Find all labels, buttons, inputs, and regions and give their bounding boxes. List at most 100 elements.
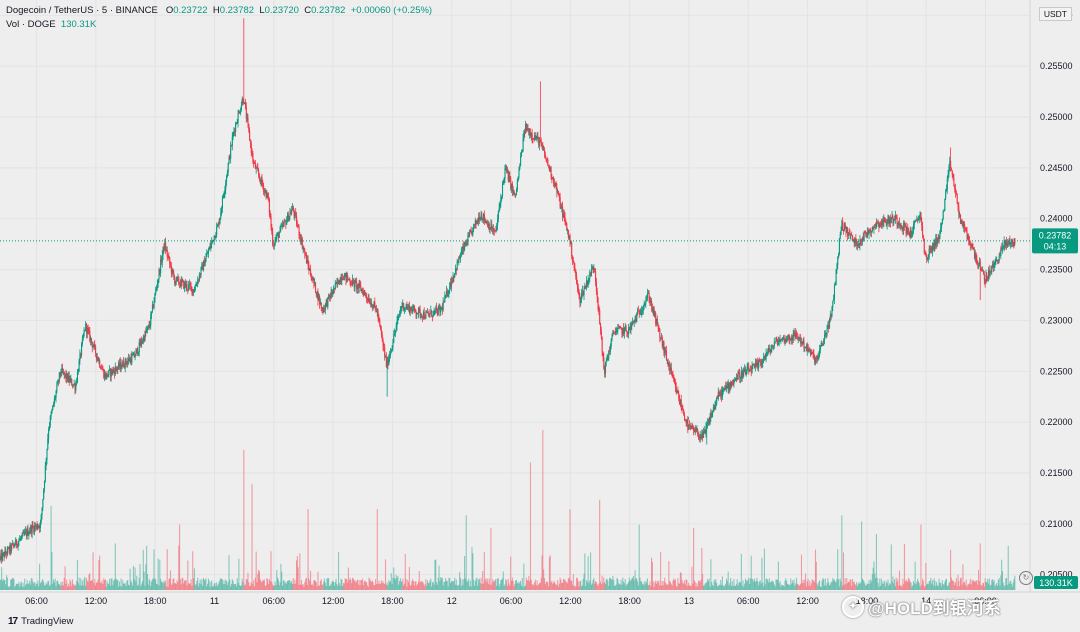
candle: [588, 277, 590, 285]
candle-body: [969, 240, 971, 245]
candle: [399, 310, 401, 318]
candle-body: [219, 217, 221, 225]
candle: [142, 338, 144, 345]
candle-body: [473, 224, 476, 226]
candle-body: [230, 145, 233, 147]
volume-bar: [484, 579, 486, 590]
candle-body: [788, 334, 790, 339]
candle-body: [333, 287, 336, 289]
volume-bar: [579, 581, 581, 590]
candle-body: [371, 307, 373, 308]
candle-body: [795, 332, 797, 338]
candle: [800, 333, 802, 347]
volume-bar: [618, 582, 620, 590]
volume-bar: [313, 580, 315, 590]
candle-body: [901, 227, 903, 230]
volume-bar: [908, 579, 910, 590]
candle: [744, 364, 746, 373]
candle: [16, 543, 18, 548]
candle-body: [499, 203, 501, 208]
volume-bar: [580, 580, 582, 590]
candle-body: [713, 407, 715, 409]
volume-bar: [552, 583, 554, 590]
candle: [741, 369, 743, 382]
volume-bar: [529, 580, 531, 590]
candle: [167, 254, 169, 259]
candle-body: [530, 133, 532, 137]
candle: [113, 367, 116, 379]
candle: [224, 185, 226, 199]
volume-bar: [295, 560, 298, 590]
candle: [33, 525, 35, 535]
candle-body: [10, 544, 12, 551]
volume-bar: [991, 579, 993, 590]
candle: [552, 177, 554, 180]
candle-body: [1006, 243, 1009, 247]
candle: [489, 227, 491, 234]
volume-bar: [365, 581, 367, 590]
candle: [25, 526, 27, 535]
candle-body: [814, 358, 817, 363]
volume-bar: [80, 578, 82, 590]
volume-bar: [960, 577, 962, 590]
candle-body: [899, 224, 901, 227]
candle: [598, 304, 600, 315]
volume-bar: [590, 584, 592, 590]
candles[interactable]: [0, 18, 1016, 564]
candle: [525, 123, 527, 133]
volume-bar: [360, 580, 362, 590]
volume-bar: [951, 580, 953, 590]
candle: [347, 272, 349, 282]
candle: [384, 343, 386, 361]
candle-body: [567, 230, 569, 231]
volume-bar: [691, 566, 693, 590]
candle: [1009, 235, 1011, 247]
candle-body: [422, 311, 424, 318]
volume-bar: [873, 561, 875, 590]
candle-body: [504, 168, 506, 179]
candle: [805, 343, 808, 352]
candle: [1002, 245, 1004, 250]
volume-bar: [552, 582, 555, 590]
volume-bar: [520, 580, 522, 590]
volume-bar: [301, 585, 303, 590]
candle-body: [673, 376, 675, 382]
candle-body: [832, 300, 834, 307]
candle-body: [483, 214, 485, 221]
candle: [359, 279, 361, 288]
volume-bar: [530, 579, 532, 590]
volume-bar: [275, 585, 277, 590]
candle: [778, 337, 780, 347]
candle-body: [435, 307, 437, 310]
candle-body: [749, 369, 751, 372]
volume-bar: [83, 578, 85, 590]
candle: [771, 344, 773, 353]
candle: [57, 379, 59, 385]
volume-bar: [234, 584, 236, 590]
candle: [833, 294, 835, 302]
candle-body: [505, 166, 507, 169]
candle: [210, 240, 212, 252]
volume-bar: [840, 581, 842, 590]
candle: [945, 184, 948, 192]
volume-bar: [597, 586, 599, 590]
candle: [381, 331, 383, 342]
candle-body: [134, 356, 136, 358]
candle-body: [205, 256, 207, 262]
volume-bar: [1014, 575, 1016, 590]
volume-bar: [382, 581, 384, 590]
volume-bar: [958, 581, 960, 590]
candle-body: [541, 144, 543, 146]
candle-body: [885, 221, 887, 226]
volume-bar: [693, 580, 695, 590]
candle: [948, 164, 950, 178]
candle: [275, 234, 277, 243]
volume-bar: [352, 577, 354, 590]
volume-bar: [551, 580, 553, 590]
volume-bar: [23, 586, 25, 590]
volume-bar: [617, 579, 619, 590]
volume-bar: [228, 555, 230, 590]
time-axis[interactable]: 06:00 12:00 18:00 11 06:00 12:00 18:00 12 06:00 1…: [25, 596, 996, 606]
time-tick-label: 12: [447, 596, 457, 606]
